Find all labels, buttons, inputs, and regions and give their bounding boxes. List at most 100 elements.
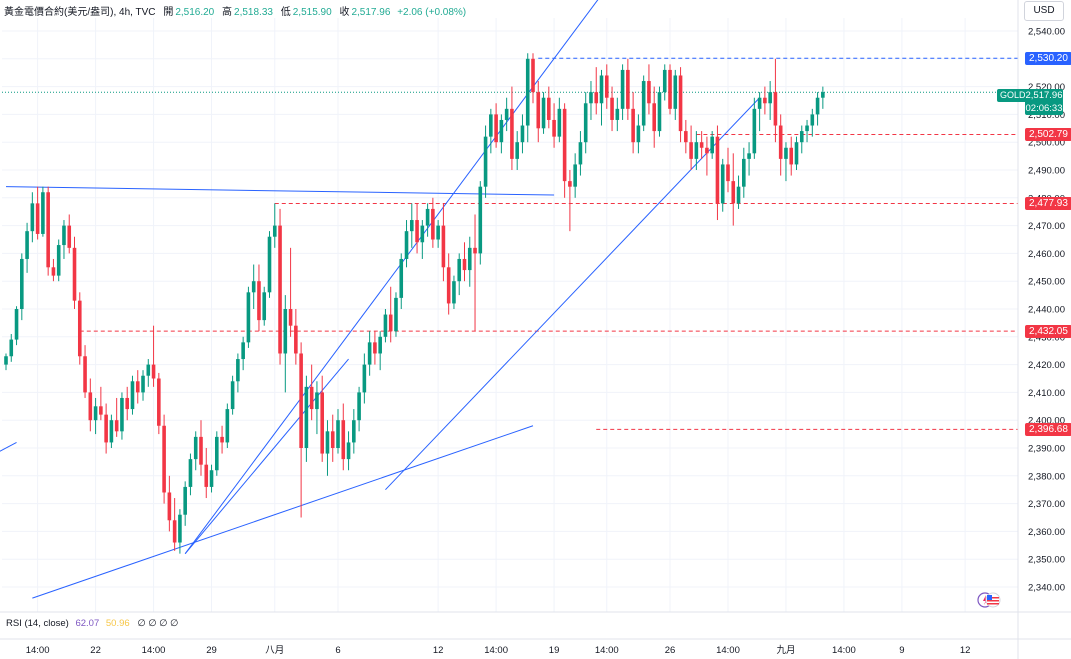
- y-tick-label: 2,410.00: [1028, 388, 1065, 399]
- candle-body: [726, 164, 730, 182]
- candle-body: [821, 92, 825, 98]
- candle-body: [162, 425, 166, 493]
- candle-body: [536, 92, 541, 129]
- candle-body: [9, 339, 14, 357]
- candle-body: [357, 392, 361, 421]
- news-flag-icon[interactable]: [977, 592, 1001, 608]
- candle-body: [810, 114, 815, 126]
- candle-body: [763, 97, 767, 104]
- currency-button[interactable]: USD: [1024, 1, 1064, 21]
- current-price-box: 2,517.96 02:06:33: [1025, 89, 1063, 115]
- candle-body: [309, 386, 314, 410]
- y-tick-label: 2,460.00: [1028, 249, 1065, 260]
- candle-body: [193, 436, 198, 460]
- candle-body: [678, 75, 683, 132]
- candle-body: [531, 58, 535, 93]
- candle-body: [615, 108, 620, 120]
- time-axis: 14:00 22 14:00 29 八月 6 12 14:00 19 14:00 26 14:00 九月…: [0, 611, 1071, 656]
- y-tick-label: 2,470.00: [1028, 221, 1065, 232]
- candle-body: [478, 186, 483, 254]
- y-tick-label: 2,360.00: [1028, 527, 1065, 538]
- candle-body: [315, 392, 319, 410]
- candle-body: [583, 103, 588, 143]
- candle-body: [246, 292, 251, 343]
- candle-body: [30, 203, 35, 232]
- candle-body: [341, 420, 346, 460]
- open-value: 2,516.20: [175, 7, 215, 18]
- candle-body: [67, 225, 72, 248]
- candle-body: [362, 364, 367, 393]
- symbol-name[interactable]: 黃金電價合約(美元/盎司): [4, 7, 114, 18]
- candle-body: [320, 392, 324, 454]
- low-label: 低: [280, 7, 291, 18]
- candle-body: [99, 406, 103, 415]
- candle-body: [636, 125, 641, 143]
- candle-body: [705, 147, 709, 154]
- candle-body: [104, 414, 108, 443]
- candle-body: [805, 125, 809, 132]
- y-tick-label: 2,340.00: [1028, 583, 1065, 594]
- candle-body: [267, 236, 272, 293]
- x-tick-label: 14:00: [26, 645, 50, 656]
- candle-body: [415, 220, 419, 243]
- trendline: [5, 186, 555, 196]
- x-tick-label: 14:00: [142, 645, 166, 656]
- price-level-tag: 2,530.20: [1025, 51, 1071, 65]
- candle-body: [699, 142, 704, 148]
- x-tick-label: 12: [960, 645, 971, 656]
- rsi-legend[interactable]: RSI (14, close) 62.07 50.96 ∅ ∅ ∅ ∅: [6, 618, 178, 629]
- candle-body: [431, 208, 435, 240]
- price-level-tag: 2,396.68: [1025, 422, 1071, 436]
- candle-body: [768, 92, 772, 104]
- trendline: [385, 97, 760, 491]
- candle-body: [241, 342, 245, 360]
- candle-body: [167, 492, 172, 521]
- candle-body: [462, 258, 467, 271]
- candle-body: [420, 225, 425, 243]
- grid: [2, 18, 1018, 612]
- candle-body: [799, 131, 804, 143]
- candle-body: [399, 258, 404, 298]
- candle-body: [272, 225, 277, 237]
- candle-body: [499, 119, 504, 143]
- x-tick-label: 6: [335, 645, 340, 656]
- candle-body: [283, 309, 288, 354]
- low-value: 2,515.90: [292, 7, 332, 18]
- candle-body: [330, 431, 335, 448]
- candle-body: [215, 436, 219, 471]
- candle-body: [183, 486, 187, 515]
- candle-body: [494, 114, 498, 143]
- candle-body: [178, 514, 182, 543]
- candle-body: [489, 114, 493, 137]
- symbol-tag: GOLD: [997, 89, 1029, 102]
- y-tick-label: 2,350.00: [1028, 555, 1065, 566]
- candle-body: [578, 142, 583, 165]
- candle-body: [135, 381, 140, 393]
- candle-body: [225, 409, 230, 443]
- price-levels: [2, 57, 1018, 430]
- close-value: 2,517.96: [351, 7, 391, 18]
- candle-body: [46, 192, 50, 268]
- candle-body: [657, 92, 662, 132]
- candle-body: [467, 247, 472, 271]
- candle-body: [773, 92, 778, 126]
- candle-body: [299, 353, 303, 448]
- y-tick-label: 2,540.00: [1028, 27, 1065, 38]
- candle-body: [673, 75, 678, 109]
- candle-body: [541, 97, 546, 129]
- candle-body: [352, 420, 356, 443]
- candle-body: [199, 436, 203, 465]
- candle-body: [594, 92, 599, 104]
- candle-body: [473, 247, 477, 254]
- candle-body: [83, 356, 87, 393]
- candle-body: [668, 69, 672, 109]
- candle-body: [378, 336, 382, 354]
- candle-body: [141, 375, 145, 393]
- y-tick-label: 2,390.00: [1028, 444, 1065, 455]
- candle-body: [604, 75, 609, 98]
- symbol-header: 黃金電價合約(美元/盎司), 4h, TVC 開 2,516.20 高 2,518.…: [4, 7, 467, 18]
- candle-body: [288, 309, 293, 326]
- close-label: 收: [339, 7, 350, 18]
- candle-body: [120, 397, 124, 432]
